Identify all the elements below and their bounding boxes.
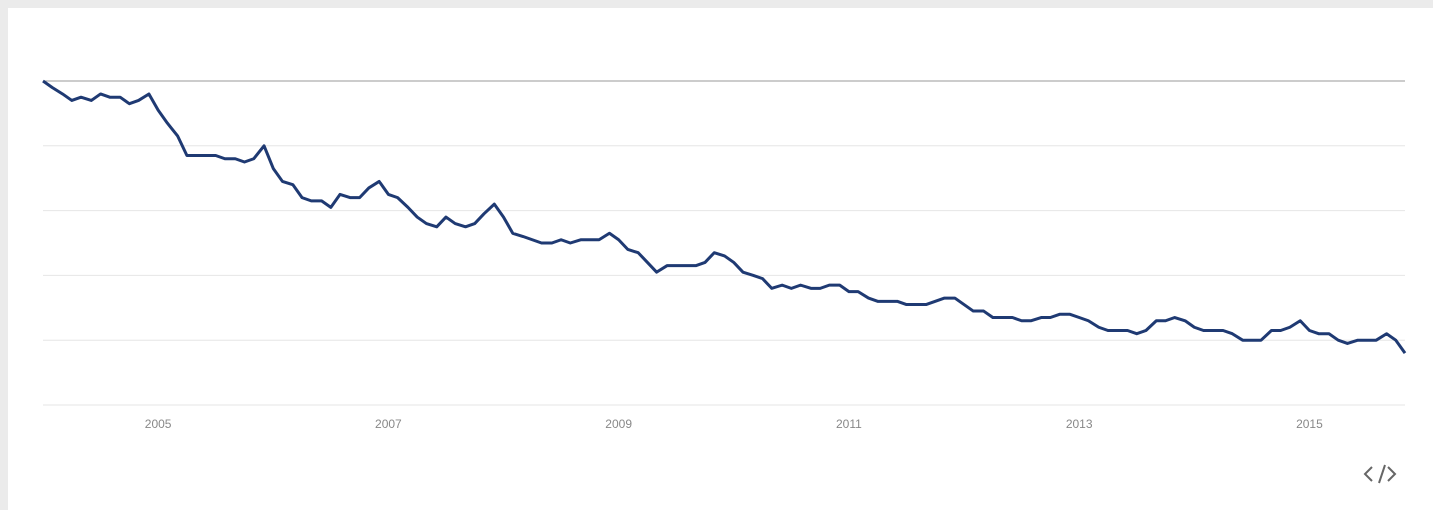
- x-tick-label: 2009: [605, 417, 632, 431]
- x-tick-label: 2013: [1066, 417, 1093, 431]
- x-tick-label: 2007: [375, 417, 402, 431]
- embed-icon-slash[interactable]: [1378, 464, 1386, 484]
- x-tick-label: 2011: [836, 417, 862, 431]
- x-tick-label: 2005: [145, 417, 172, 431]
- embed-icon-left[interactable]: [1363, 466, 1373, 482]
- x-tick-label: 2015: [1296, 417, 1323, 431]
- embed-icon[interactable]: [1363, 464, 1397, 484]
- line: [42, 79, 1407, 355]
- card: [8, 8, 1433, 510]
- embed-icon-right[interactable]: [1387, 466, 1397, 482]
